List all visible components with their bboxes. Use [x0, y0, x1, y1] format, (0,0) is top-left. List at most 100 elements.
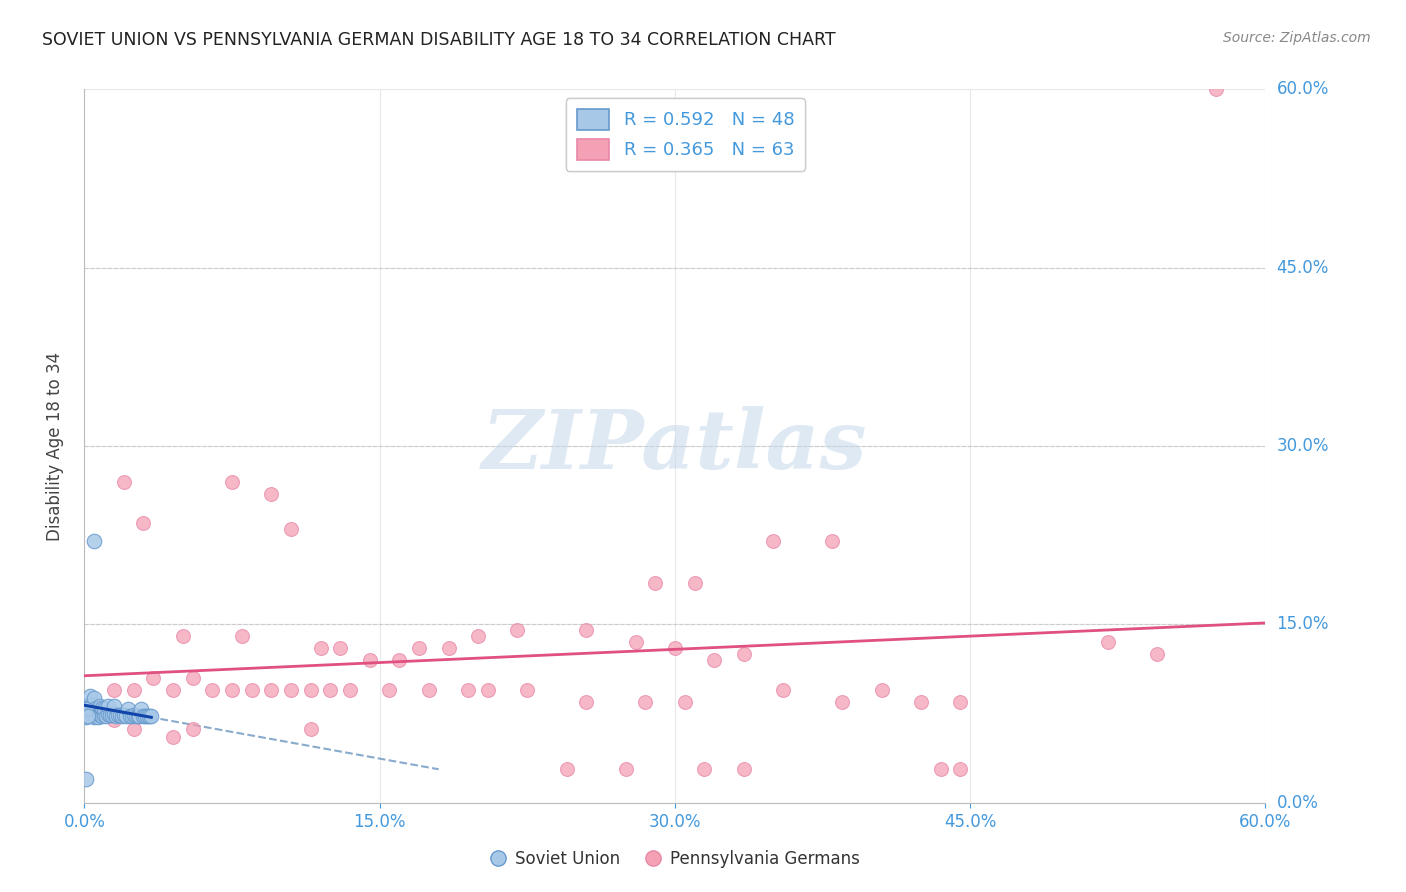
- Point: [84, 700, 107, 714]
- Point: [121, 709, 143, 723]
- Point: [84, 709, 107, 723]
- Point: [162, 682, 184, 697]
- Point: [437, 641, 460, 656]
- Text: SOVIET UNION VS PENNSYLVANIA GERMAN DISABILITY AGE 18 TO 34 CORRELATION CHART: SOVIET UNION VS PENNSYLVANIA GERMAN DISA…: [42, 31, 835, 49]
- Point: [82, 698, 104, 713]
- Point: [733, 763, 755, 777]
- Point: [821, 534, 844, 549]
- Point: [103, 706, 125, 721]
- Point: [94, 709, 117, 723]
- Point: [142, 671, 165, 685]
- Point: [132, 516, 155, 531]
- Point: [83, 691, 105, 706]
- Point: [122, 707, 145, 722]
- Legend: R = 0.592   N = 48, R = 0.365   N = 63: R = 0.592 N = 48, R = 0.365 N = 63: [565, 98, 806, 170]
- Point: [103, 699, 125, 714]
- Point: [329, 641, 352, 656]
- Point: [309, 641, 332, 656]
- Point: [122, 682, 145, 697]
- Point: [87, 702, 110, 716]
- Point: [418, 682, 440, 697]
- Point: [118, 709, 141, 723]
- Legend: Soviet Union, Pennsylvania Germans: Soviet Union, Pennsylvania Germans: [484, 844, 866, 875]
- Point: [89, 699, 111, 714]
- Point: [79, 697, 101, 711]
- Text: Source: ZipAtlas.com: Source: ZipAtlas.com: [1223, 31, 1371, 45]
- Text: 45.0%: 45.0%: [1277, 259, 1329, 277]
- Point: [114, 709, 136, 723]
- Point: [75, 702, 97, 716]
- Point: [457, 682, 479, 697]
- Point: [132, 709, 155, 723]
- Point: [127, 709, 149, 723]
- Point: [221, 682, 243, 697]
- Point: [101, 707, 124, 722]
- Point: [111, 709, 134, 723]
- Point: [221, 475, 243, 489]
- Point: [949, 763, 972, 777]
- Point: [97, 699, 120, 714]
- Point: [112, 707, 135, 722]
- Point: [280, 682, 302, 697]
- Text: ZIPatlas: ZIPatlas: [482, 406, 868, 486]
- Point: [1146, 647, 1168, 661]
- Point: [1205, 82, 1227, 96]
- Point: [79, 689, 101, 703]
- Point: [91, 709, 114, 723]
- Point: [89, 707, 111, 722]
- Point: [87, 710, 110, 724]
- Point: [141, 709, 163, 723]
- Point: [181, 671, 204, 685]
- Point: [117, 702, 139, 716]
- Point: [359, 653, 381, 667]
- Point: [703, 653, 725, 667]
- Point: [134, 709, 156, 723]
- Point: [378, 682, 401, 697]
- Y-axis label: Disability Age 18 to 34: Disability Age 18 to 34: [45, 351, 63, 541]
- Point: [762, 534, 785, 549]
- Text: 30.0%: 30.0%: [1277, 437, 1329, 455]
- Point: [201, 682, 224, 697]
- Point: [319, 682, 342, 697]
- Point: [299, 682, 322, 697]
- Point: [870, 682, 893, 697]
- Point: [644, 575, 666, 590]
- Point: [104, 709, 127, 723]
- Point: [97, 706, 120, 721]
- Point: [83, 703, 105, 717]
- Point: [339, 682, 361, 697]
- Point: [181, 722, 204, 736]
- Point: [634, 695, 657, 709]
- Point: [128, 709, 150, 723]
- Point: [388, 653, 411, 667]
- Point: [408, 641, 430, 656]
- Point: [131, 702, 153, 716]
- Point: [910, 695, 932, 709]
- Point: [673, 695, 696, 709]
- Point: [624, 635, 647, 649]
- Point: [1097, 635, 1119, 649]
- Point: [107, 707, 129, 722]
- Point: [98, 707, 121, 722]
- Point: [772, 682, 794, 697]
- Point: [83, 710, 105, 724]
- Point: [575, 624, 598, 638]
- Point: [77, 709, 100, 723]
- Text: 0.0%: 0.0%: [1277, 794, 1319, 812]
- Point: [162, 731, 184, 745]
- Point: [575, 695, 598, 709]
- Point: [75, 772, 97, 786]
- Point: [83, 534, 105, 549]
- Point: [260, 486, 283, 500]
- Point: [124, 709, 146, 723]
- Point: [467, 629, 489, 643]
- Point: [108, 707, 131, 722]
- Point: [103, 713, 125, 727]
- Point: [82, 706, 104, 721]
- Point: [93, 707, 115, 722]
- Point: [555, 763, 578, 777]
- Point: [138, 709, 160, 723]
- Point: [136, 709, 159, 723]
- Point: [93, 702, 115, 716]
- Point: [831, 695, 853, 709]
